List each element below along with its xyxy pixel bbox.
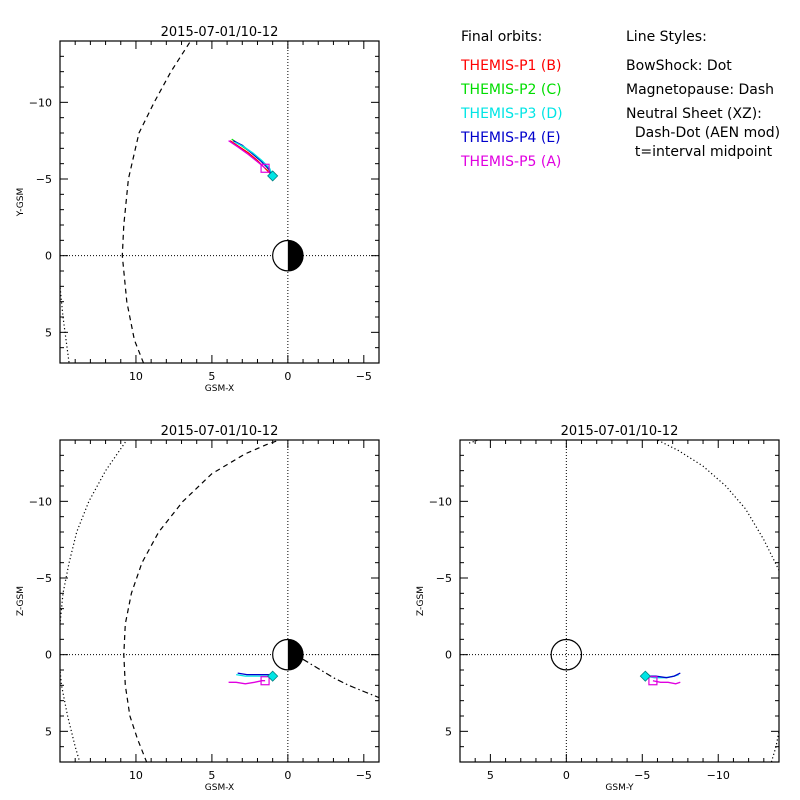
y-axis-label: Z-GSM: [16, 586, 26, 616]
x-axis-label: GSM-X: [205, 384, 234, 394]
plot-frame: [59, 439, 380, 763]
x-tick-label: 10: [129, 370, 143, 383]
legend: Final orbits: THEMIS-P1 (B) THEMIS-P2 (C…: [460, 29, 780, 170]
y-axis-label: Z-GSM: [416, 586, 426, 616]
y-tick-label: −10: [29, 96, 52, 109]
y-tick-label: 0: [445, 649, 452, 662]
x-tick-label: 0: [284, 769, 291, 782]
orbits-title: Final orbits:: [461, 29, 542, 45]
orbit-trace-1: [229, 140, 274, 177]
y-tick-label: 5: [45, 326, 52, 339]
style-magnetopause: Magnetopause: Dash: [626, 82, 774, 98]
plot-area: [60, 440, 379, 762]
x-axis-label: GSM-Y: [605, 783, 634, 793]
legend-entry-p2: THEMIS-P2 (C): [460, 82, 562, 98]
styles-title: Line Styles:: [626, 29, 707, 45]
chart-title: 2015-07-01/10-12: [161, 25, 279, 40]
orbit-trace-0: [652, 680, 681, 685]
plot-frame: [59, 40, 380, 364]
plot-area: [60, 41, 379, 363]
x-tick-label: 0: [563, 769, 570, 782]
style-neutral-sheet: Neutral Sheet (XZ):: [626, 106, 762, 122]
style-bowshock: BowShock: Dot: [626, 58, 732, 74]
chart-title: 2015-07-01/10-12: [561, 424, 679, 439]
style-time-note: t=interval midpoint: [626, 144, 773, 160]
x-tick-label: −5: [356, 370, 372, 383]
orbit-end-square: [260, 163, 270, 173]
earth-night-side: [287, 240, 304, 271]
style-neutral-sheet-detail: Dash-Dot (AEN mod): [626, 125, 780, 141]
neutral-sheet-line: [302, 658, 379, 699]
y-tick-label: 5: [445, 725, 452, 738]
x-tick-label: −10: [707, 769, 730, 782]
bowshock-line: [60, 440, 128, 762]
yz-panel: 5 0 −5 −10 5 0 −5 −10 2015-07-01/10-12 GSM-Y Z-GSM: [416, 424, 780, 793]
orbit-end-square: [648, 676, 658, 686]
y-tick-label: −10: [29, 495, 52, 508]
y-tick-label: −5: [36, 572, 52, 585]
plot-area: [460, 440, 779, 762]
earth-outline: [550, 638, 583, 671]
x-tick-label: −5: [634, 769, 650, 782]
legend-entry-p3: THEMIS-P3 (D): [460, 106, 563, 122]
orbit-end-diamond: [267, 170, 279, 182]
y-axis-label: Y-GSM: [16, 188, 26, 217]
orbit-end-diamond: [267, 670, 279, 682]
x-axis-label: GSM-X: [205, 783, 234, 793]
y-tick-label: −5: [36, 173, 52, 186]
orbit-trace-2: [645, 672, 681, 679]
x-tick-label: −5: [356, 769, 372, 782]
y-tick-label: 0: [45, 649, 52, 662]
x-tick-label: 5: [208, 370, 215, 383]
x-tick-label: 0: [284, 370, 291, 383]
orbit-end-square: [260, 676, 270, 686]
legend-entry-p1: THEMIS-P1 (B): [460, 58, 561, 74]
x-tick-label: 10: [129, 769, 143, 782]
legend-entry-p5: THEMIS-P5 (A): [460, 154, 561, 170]
earth-night-side: [287, 639, 304, 670]
bowshock-line: [60, 280, 70, 363]
y-tick-label: 0: [45, 250, 52, 263]
orbit-trace-0: [228, 680, 266, 685]
y-tick-label: 5: [45, 725, 52, 738]
y-tick-label: −5: [436, 572, 452, 585]
y-tick-label: −10: [429, 495, 452, 508]
chart-title: 2015-07-01/10-12: [161, 424, 279, 439]
magnetopause-line: [121, 41, 192, 363]
xy-panel: 10 5 0 −5 −10 −5 0 5 2015-07-01/10-12 GSM-X Y-GSM: [16, 25, 380, 394]
x-tick-label: 5: [487, 769, 494, 782]
xz-panel: 10 5 0 −5 5 0 −5 −10 2015-07-01/10-12 GSM-X Z-GSM: [16, 424, 380, 793]
bowshock-line: [657, 440, 779, 571]
magnetopause-line: [123, 440, 282, 762]
orbit-trace-2: [228, 140, 266, 169]
plot-frame: [459, 439, 780, 763]
legend-entry-p4: THEMIS-P4 (E): [460, 130, 561, 146]
orbit-end-diamond: [639, 670, 651, 682]
orbit-trace-4: [234, 141, 274, 177]
x-tick-label: 5: [208, 769, 215, 782]
